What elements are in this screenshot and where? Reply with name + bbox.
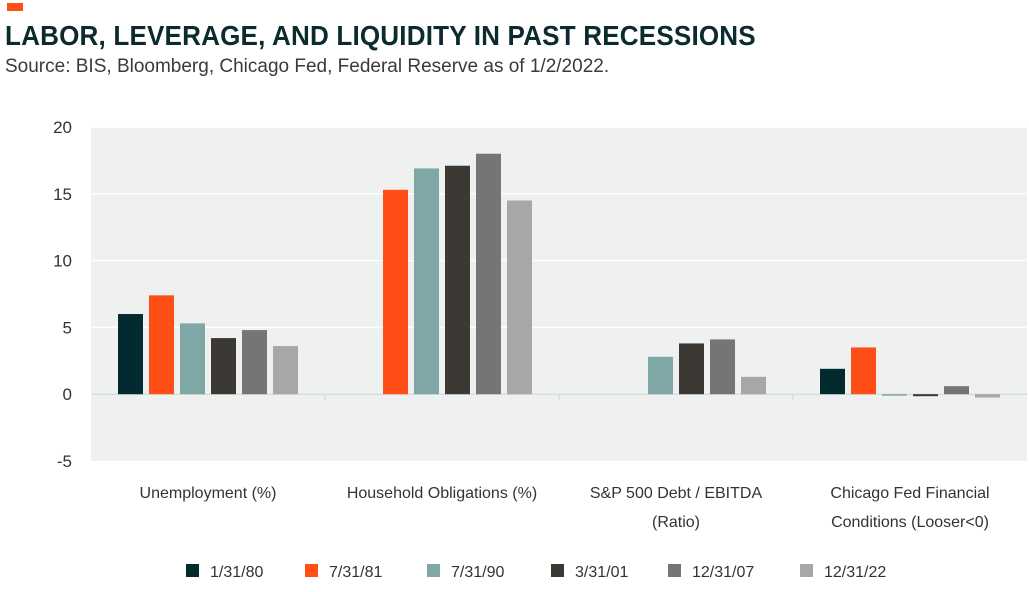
bar bbox=[741, 376, 766, 395]
bar bbox=[648, 356, 673, 395]
y-tick-label: -5 bbox=[57, 452, 72, 471]
bar bbox=[211, 338, 236, 395]
bar bbox=[383, 189, 408, 395]
legend-swatch bbox=[427, 564, 440, 577]
y-tick-label: 20 bbox=[53, 118, 72, 137]
plot-area bbox=[91, 127, 1027, 461]
legend-swatch bbox=[551, 564, 564, 577]
legend-swatch bbox=[668, 564, 681, 577]
category-label: Conditions (Looser<0) bbox=[831, 514, 989, 531]
bar bbox=[820, 368, 845, 395]
category-label: Household Obligations (%) bbox=[347, 485, 537, 502]
bar bbox=[273, 346, 298, 395]
category-label: S&P 500 Debt / EBITDA bbox=[590, 485, 763, 502]
legend-label: 1/31/80 bbox=[210, 564, 263, 581]
legend-label: 3/31/01 bbox=[575, 564, 628, 581]
bar bbox=[944, 386, 969, 395]
bar bbox=[242, 330, 267, 395]
y-tick-label: 10 bbox=[53, 252, 72, 271]
bar bbox=[118, 314, 143, 395]
legend-label: 12/31/07 bbox=[692, 564, 754, 581]
y-tick-label: 5 bbox=[63, 318, 72, 337]
bar bbox=[445, 165, 470, 395]
bar bbox=[414, 168, 439, 395]
bar bbox=[975, 394, 1000, 398]
bar bbox=[507, 200, 532, 395]
bar bbox=[710, 339, 735, 395]
bar bbox=[149, 295, 174, 395]
y-tick-label: 15 bbox=[53, 185, 72, 204]
legend-label: 7/31/81 bbox=[329, 564, 382, 581]
chart-source-note: Source: BIS, Bloomberg, Chicago Fed, Fed… bbox=[5, 56, 610, 77]
category-label: (Ratio) bbox=[652, 514, 700, 531]
category-label: Chicago Fed Financial bbox=[830, 485, 989, 502]
legend-label: 7/31/90 bbox=[451, 564, 504, 581]
legend-swatch bbox=[186, 564, 199, 577]
legend-swatch bbox=[800, 564, 813, 577]
category-label: Unemployment (%) bbox=[140, 485, 277, 502]
legend-swatch bbox=[305, 564, 318, 577]
bar bbox=[913, 394, 938, 397]
chart-title: LABOR, LEVERAGE, AND LIQUIDITY IN PAST R… bbox=[5, 20, 756, 51]
bar bbox=[476, 153, 501, 395]
bar bbox=[180, 323, 205, 395]
legend-label: 12/31/22 bbox=[824, 564, 886, 581]
title-accent-bar bbox=[7, 3, 23, 11]
bar bbox=[882, 394, 907, 396]
bar bbox=[679, 343, 704, 395]
y-tick-label: 0 bbox=[63, 385, 72, 404]
bar bbox=[851, 347, 876, 395]
